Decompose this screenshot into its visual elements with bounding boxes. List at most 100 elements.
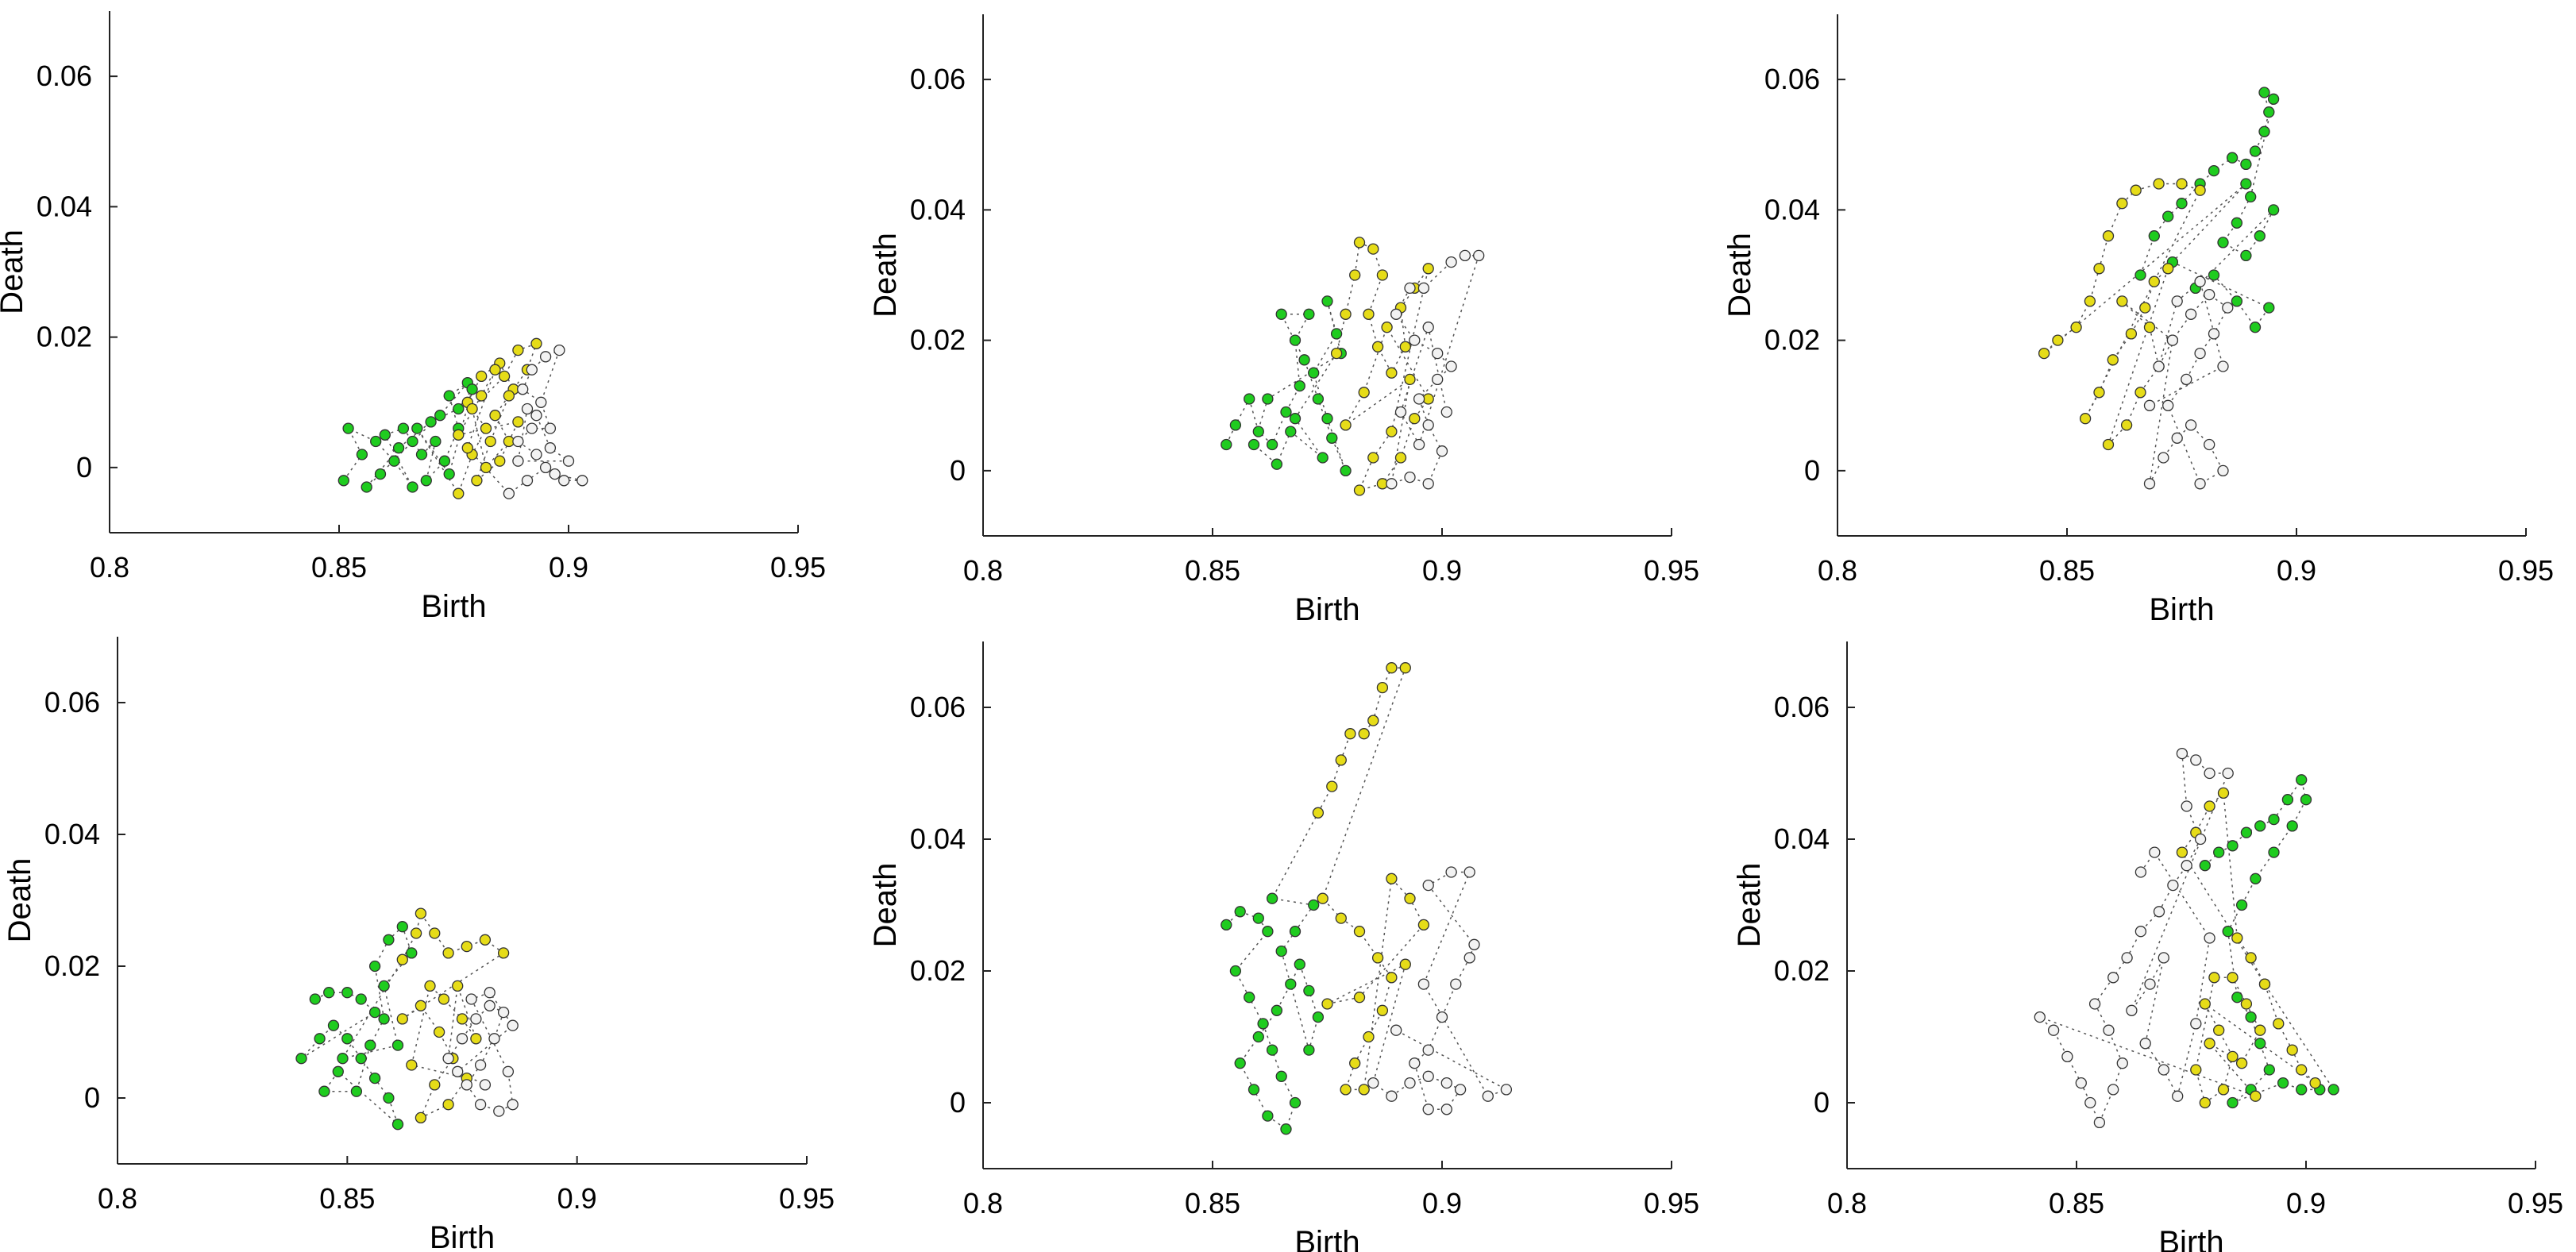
data-point-yellow [1386,367,1398,379]
series-white [1386,249,1485,490]
y-tick-label: 0.04 [37,190,92,222]
data-point-yellow [2240,998,2253,1010]
data-point-green [1312,393,1325,405]
data-point-green [361,481,372,493]
data-point-yellow [415,907,427,919]
data-point-white [2190,754,2202,766]
x-tick-label: 0.8 [963,1187,1003,1219]
data-point-yellow [1358,387,1370,399]
data-point-white [1422,1070,1434,1082]
data-point-yellow [438,993,450,1005]
data-point-green [2208,164,2220,177]
data-point-yellow [2258,978,2271,990]
data-point-green [318,1085,330,1097]
series-green [1221,892,1325,1135]
x-tick-label: 0.95 [1644,1187,1699,1219]
y-tick-label: 0.04 [1774,822,1830,855]
data-point-white [1422,1044,1434,1056]
series-yellow [2038,178,2206,451]
data-point-yellow [2194,184,2206,196]
data-point-yellow [415,1000,427,1011]
data-point-yellow [1353,926,1366,938]
data-point-white [507,1019,519,1031]
data-point-white [2158,1064,2169,1076]
data-point-green [2240,158,2252,171]
data-point-white [2088,998,2101,1010]
data-point-white [1390,1024,1402,1036]
data-point-green [1285,978,1297,990]
x-tick-label: 0.85 [2049,1187,2104,1219]
data-point-white [1386,478,1398,490]
data-point-white [484,987,496,999]
data-point-yellow [1399,341,1411,352]
series-yellow [1312,662,1430,1096]
y-tick-label: 0 [76,451,92,483]
data-point-green [396,921,408,933]
y-tick-label: 0.04 [44,818,100,850]
data-point-yellow [1399,662,1411,674]
data-point-yellow [1376,1004,1389,1016]
data-point-green [2254,1038,2266,1050]
data-point-green [1275,1070,1287,1082]
data-point-yellow [2199,1096,2211,1109]
data-point-white [502,1065,515,1077]
data-point-white [470,1013,482,1025]
data-point-white [1409,1057,1421,1069]
data-point-yellow [442,1099,454,1111]
data-point-white [1432,347,1444,360]
data-point-yellow [2148,275,2160,287]
data-point-green [1340,464,1352,477]
data-point-white [2134,926,2147,938]
y-tick-label: 0.02 [910,324,966,356]
x-tick-label: 0.9 [1422,554,1462,587]
data-point-white [2194,275,2206,287]
data-point-green [2176,198,2188,210]
data-point-yellow [2227,972,2239,984]
data-point-green [438,455,451,467]
data-point-white [517,383,529,395]
data-point-green [383,1092,395,1104]
data-point-green [342,422,354,434]
series-green [1221,295,1352,477]
data-point-green [2134,269,2146,281]
data-point-yellow [2176,178,2188,190]
series-green [337,376,478,493]
data-point-green [1275,308,1287,320]
data-point-green [407,481,418,493]
data-point-yellow [2107,354,2119,366]
y-axis-label: Death [1722,233,1757,318]
data-point-yellow [461,940,472,953]
y-tick-label: 0.02 [910,954,966,987]
data-point-green [1248,438,1260,451]
y-axis-label: Death [1732,863,1767,948]
data-point-white [535,396,547,408]
data-point-yellow [456,1013,469,1025]
x-tick-label: 0.8 [1827,1187,1867,1219]
data-point-green [391,1119,404,1131]
data-point-yellow [1330,347,1343,360]
data-point-green [2226,152,2239,164]
data-point-yellow [429,1079,441,1091]
data-point-yellow [429,927,441,939]
data-point-green [2296,774,2308,786]
data-point-yellow [470,1033,482,1045]
data-point-white [2047,1024,2060,1036]
data-point-white [2194,833,2207,846]
data-point-yellow [442,947,454,959]
data-point-green [411,422,423,434]
data-point-white [1473,249,1485,262]
data-point-white [2217,360,2229,372]
data-point-white [2103,1024,2115,1036]
data-point-white [558,475,570,487]
data-point-white [2204,932,2215,944]
data-point-green [1321,295,1333,307]
data-point-green [443,468,455,480]
data-point-green [1330,328,1343,340]
data-point-green [2250,873,2262,884]
data-point-yellow [480,422,492,434]
data-point-yellow [406,1059,418,1071]
data-point-white [1440,406,1452,418]
data-point-white [2093,1116,2106,1129]
data-point-yellow [479,934,492,946]
x-tick-label: 0.8 [98,1182,137,1215]
